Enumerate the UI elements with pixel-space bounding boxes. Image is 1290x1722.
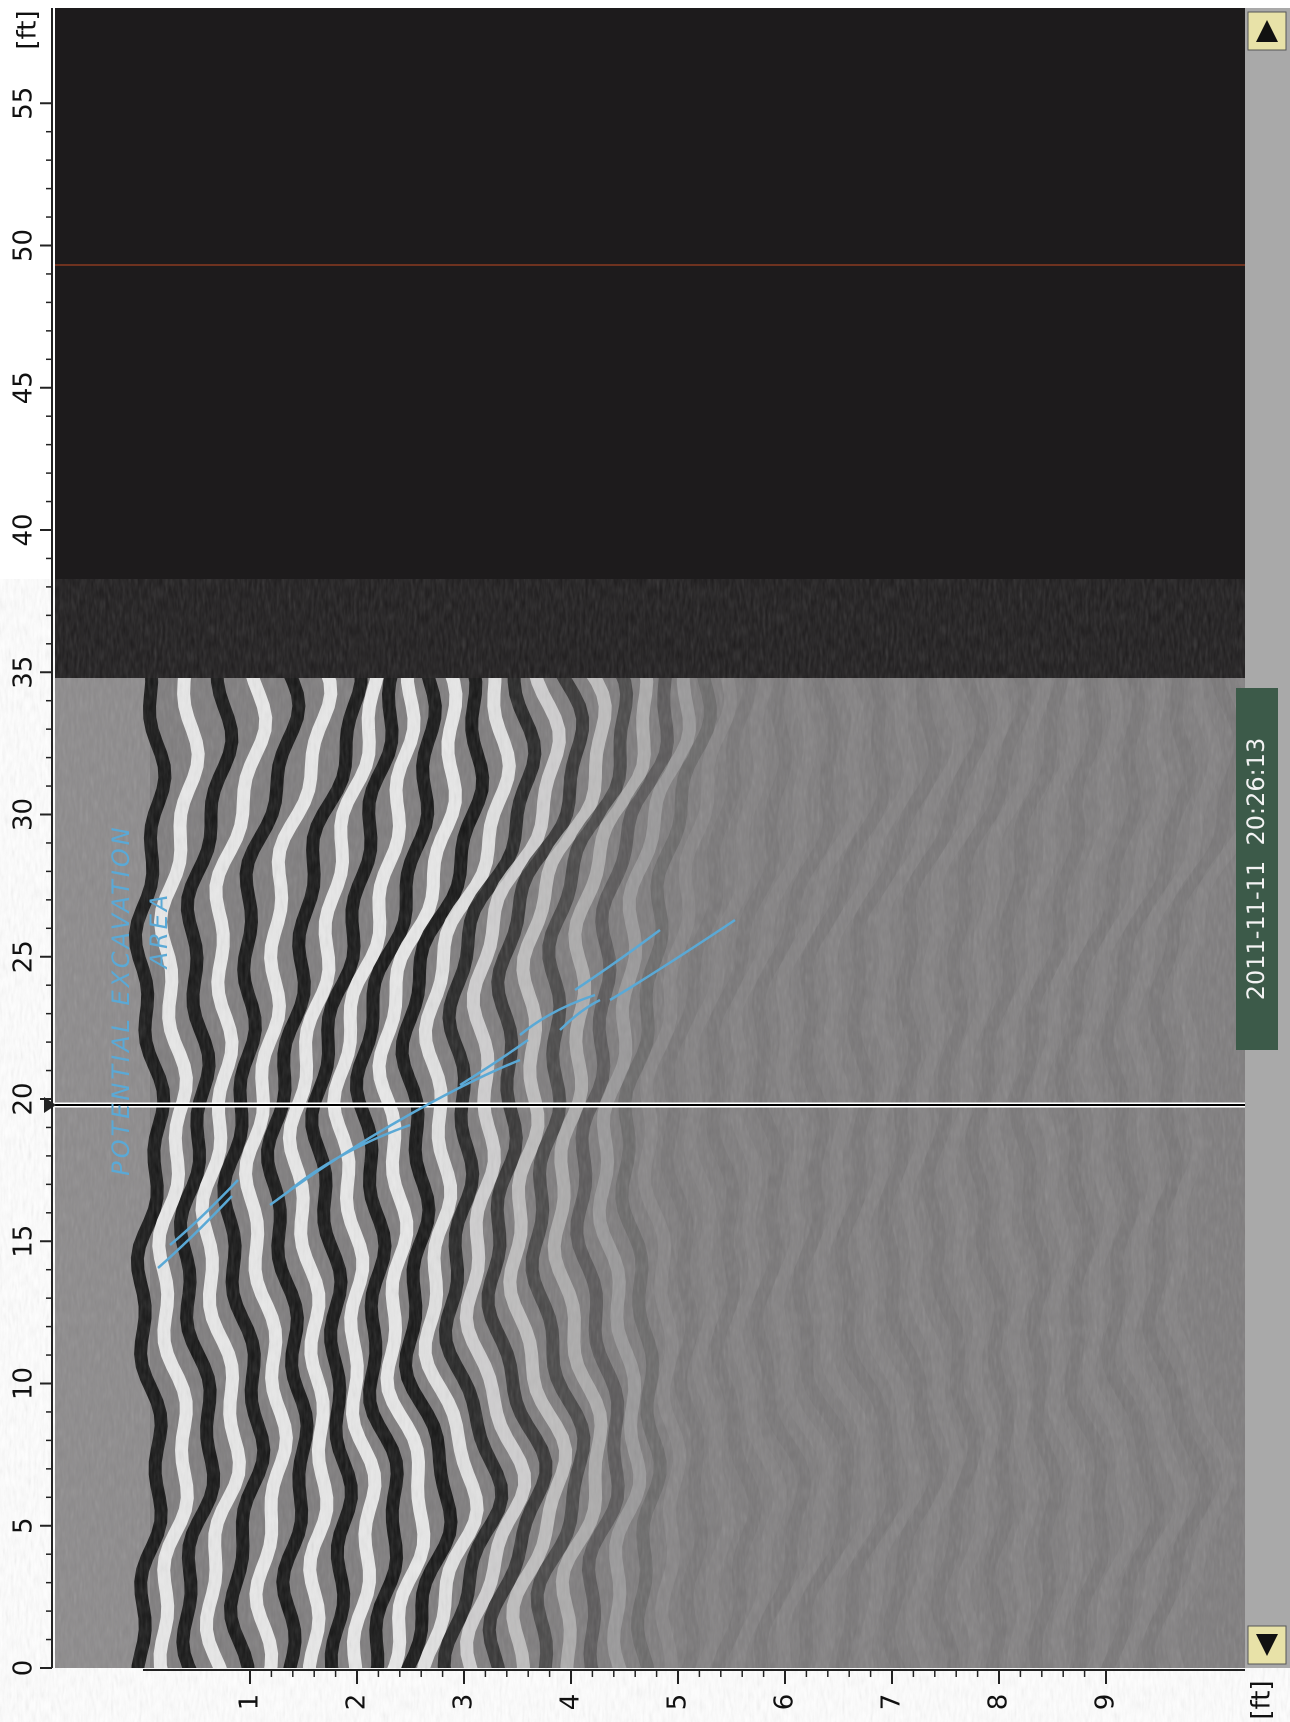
distance-tick-label: 45 — [9, 371, 39, 404]
distance-tick-label: 50 — [9, 229, 39, 262]
depth-axis-unit: [ft] — [1247, 1680, 1277, 1719]
distance-tick-label: 25 — [9, 940, 39, 973]
empty-region — [55, 8, 1245, 678]
depth-tick-label: 4 — [556, 1694, 586, 1711]
depth-tick-label: 3 — [449, 1694, 479, 1711]
timestamp: 2011-11-11 20:26:13 — [1242, 738, 1270, 1001]
depth-tick-label: 9 — [1091, 1694, 1121, 1711]
depth-tick-label: 5 — [663, 1694, 693, 1711]
scan-noise — [55, 678, 1245, 1668]
annotation-text: AREA — [145, 892, 173, 971]
distance-tick-label: 0 — [9, 1660, 39, 1677]
annotation-text: POTENTIAL EXCAVATION — [107, 824, 135, 1176]
radargram-view: POTENTIAL EXCAVATION AREA 2011-11-11 20:… — [0, 0, 1290, 1722]
depth-tick-label: 1 — [235, 1694, 265, 1711]
depth-tick-label: 2 — [342, 1694, 372, 1711]
distance-tick-label: 35 — [9, 656, 39, 689]
radargram-window: POTENTIAL EXCAVATION AREA 2011-11-11 20:… — [0, 0, 1290, 1722]
distance-tick-label: 30 — [9, 798, 39, 831]
distance-tick-label: 15 — [9, 1225, 39, 1258]
distance-tick-label: 20 — [9, 1082, 39, 1115]
distance-tick-label: 40 — [9, 513, 39, 546]
distance-axis-unit: [ft] — [13, 10, 43, 49]
distance-tick-label: 10 — [9, 1367, 39, 1400]
depth-tick-label: 8 — [984, 1694, 1014, 1711]
depth-tick-label: 7 — [877, 1694, 907, 1711]
distance-tick-label: 5 — [9, 1517, 39, 1534]
distance-tick-label: 55 — [9, 87, 39, 120]
depth-tick-label: 6 — [770, 1694, 800, 1711]
